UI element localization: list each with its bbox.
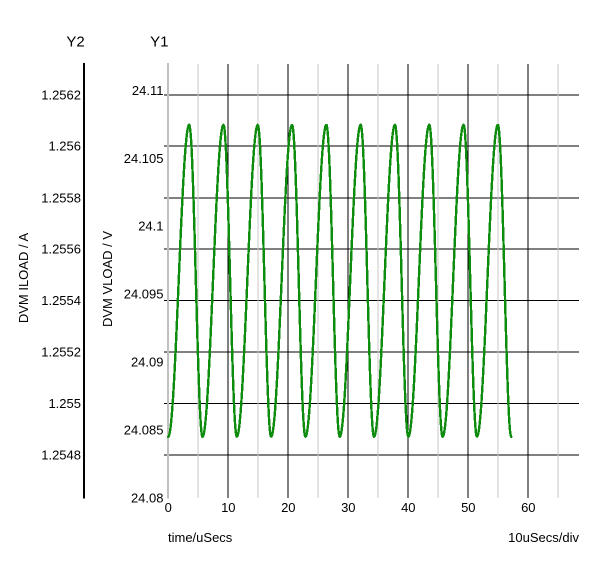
svg-text:20: 20 (281, 500, 295, 515)
svg-text:24.1: 24.1 (138, 219, 163, 234)
svg-text:24.095: 24.095 (124, 287, 164, 302)
svg-text:1.2556: 1.2556 (41, 242, 81, 257)
svg-text:DVM VLOAD / V: DVM VLOAD / V (100, 231, 115, 327)
svg-text:0: 0 (165, 500, 172, 515)
svg-text:60: 60 (521, 500, 535, 515)
svg-text:24.105: 24.105 (124, 151, 164, 166)
svg-text:24.11: 24.11 (132, 83, 164, 98)
svg-text:40: 40 (401, 500, 415, 515)
svg-text:24.08: 24.08 (131, 490, 164, 505)
svg-text:50: 50 (461, 500, 475, 515)
svg-text:24.09: 24.09 (131, 355, 164, 370)
svg-text:24.085: 24.085 (124, 422, 164, 437)
svg-text:1.2562: 1.2562 (41, 88, 81, 103)
svg-text:time/uSecs: time/uSecs (168, 530, 233, 545)
svg-text:1.2558: 1.2558 (41, 191, 81, 206)
svg-text:10uSecs/div: 10uSecs/div (508, 530, 579, 545)
svg-text:Y2: Y2 (66, 34, 84, 51)
svg-text:30: 30 (341, 500, 355, 515)
svg-text:DVM ILOAD / A: DVM ILOAD / A (16, 233, 31, 324)
svg-text:10: 10 (221, 500, 235, 515)
svg-text:1.2548: 1.2548 (41, 448, 81, 463)
svg-text:Y1: Y1 (150, 34, 168, 51)
svg-text:1.255: 1.255 (48, 396, 81, 411)
svg-text:1.2552: 1.2552 (41, 345, 81, 360)
svg-text:1.2554: 1.2554 (41, 293, 81, 308)
svg-text:1.256: 1.256 (48, 139, 81, 154)
